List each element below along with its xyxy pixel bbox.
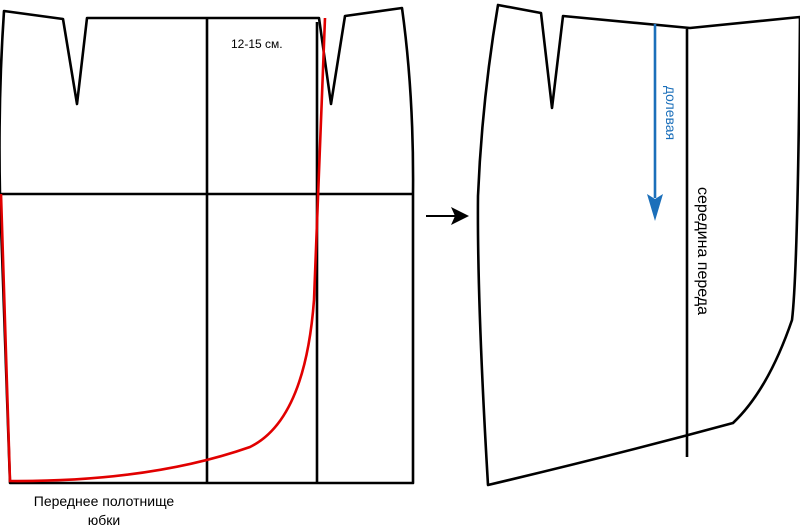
grain-line-arrow-icon bbox=[647, 24, 663, 221]
measure-label: 12-15 см. bbox=[231, 37, 283, 51]
red-cut-line bbox=[0, 17, 327, 483]
right-piece-outline bbox=[476, 3, 800, 487]
caption-line1: Переднее полотнище bbox=[34, 493, 175, 509]
right-skirt-piece bbox=[476, 3, 800, 487]
grain-label: долевая bbox=[663, 86, 679, 140]
transition-arrow-icon bbox=[426, 207, 469, 225]
center-front-label: середина переда bbox=[694, 187, 711, 315]
caption-line2: юбки bbox=[88, 512, 120, 528]
